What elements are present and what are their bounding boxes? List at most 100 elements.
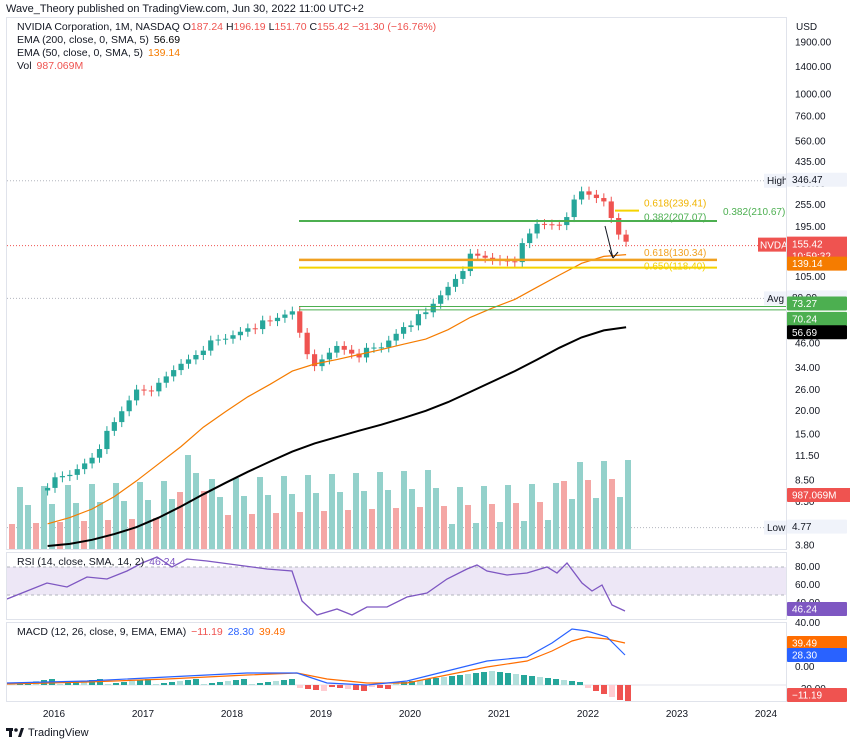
price-axis[interactable]: 1900.00 1400.00 1000.00 760.00 560.00 435.00 3… xyxy=(787,17,850,702)
candle-body xyxy=(423,312,429,315)
volume-bar xyxy=(241,496,247,549)
volume-bar xyxy=(113,483,119,549)
nvda-symbol-tag: NVDA xyxy=(760,241,786,252)
price-tick-label: 3.80 xyxy=(795,541,815,552)
candle-body xyxy=(126,400,132,412)
macd-histogram-bar xyxy=(137,680,143,685)
high-label: High xyxy=(767,176,786,187)
volume-bar xyxy=(17,487,23,549)
macd-histogram-bar xyxy=(409,681,415,685)
volume-bar xyxy=(577,462,583,549)
ema50-price-tag: 139.14 xyxy=(792,259,823,270)
volume-bar xyxy=(385,490,391,549)
macd-histogram-bar xyxy=(609,685,615,697)
candle-body xyxy=(119,411,125,423)
volume-bar xyxy=(617,497,623,549)
macd-histogram-bar xyxy=(465,674,471,685)
rsi-panel[interactable]: RSI (14, close, SMA, 14, 2) 46.24 xyxy=(6,552,787,620)
macd-histogram-bar xyxy=(209,683,215,685)
candle-body xyxy=(326,352,333,360)
volume-bar xyxy=(25,505,31,549)
volume-bar xyxy=(121,501,127,549)
fib-b-tag: 70.24 xyxy=(792,314,817,325)
volume-bar xyxy=(209,479,215,549)
price-tick-label: 105.00 xyxy=(795,272,826,283)
candle-body xyxy=(341,345,347,350)
macd-panel[interactable]: MACD (12, 26, close, 9, EMA, EMA) −11.19… xyxy=(6,622,787,702)
volume-bar xyxy=(561,481,567,549)
volume-bar xyxy=(73,503,79,549)
price-tick-label: 46.00 xyxy=(795,339,820,350)
candle-body xyxy=(349,349,355,354)
candle-body xyxy=(519,243,525,263)
volume-bar xyxy=(409,489,415,549)
volume-bar xyxy=(377,472,383,549)
macd-histogram-bar xyxy=(545,678,551,685)
candle-body xyxy=(297,311,303,333)
volume-bar xyxy=(297,512,303,549)
candle-body xyxy=(52,477,58,488)
macd-label: MACD (12, 26, close, 9, EMA, EMA) xyxy=(17,626,187,638)
ema200-price-tag-bg xyxy=(787,325,847,340)
volume-bar xyxy=(49,504,55,549)
macd-histogram-bar xyxy=(577,682,583,685)
price-tick-label: 8.50 xyxy=(795,475,815,486)
legend-ema50: EMA (50, close, 0, SMA, 5) 139.14 xyxy=(17,47,180,59)
fib-label-618-top: 0.618(239.41) xyxy=(644,199,706,210)
volume-bar xyxy=(281,476,287,549)
avg-label-bg xyxy=(764,291,786,306)
volume-bar xyxy=(321,511,327,549)
candle-body xyxy=(89,457,95,464)
ema50-price-tag-bg xyxy=(787,256,847,271)
fib-label-618-low: 0.618(130.34) xyxy=(644,248,706,259)
candle-body xyxy=(556,224,562,226)
price-chart-canvas: 0.618(239.41) 0.382(207.07) 0.382(210.67) 0… xyxy=(7,173,786,549)
time-tick-label: 2022 xyxy=(577,709,600,720)
volume-bar xyxy=(449,524,455,549)
macd-histogram-bar xyxy=(497,672,503,685)
macd-histogram-bar xyxy=(305,685,311,689)
candle-body xyxy=(408,325,414,328)
volume-bar xyxy=(337,492,343,549)
candle-body xyxy=(260,320,266,330)
macd-histogram-bar xyxy=(57,684,63,685)
ohlc-h: H196.19 xyxy=(223,21,266,33)
price-tick-label: 1400.00 xyxy=(795,62,832,73)
time-tick-label: 2016 xyxy=(43,709,66,720)
macd-histogram-bar xyxy=(169,682,175,685)
macd-histogram-bar xyxy=(129,681,135,685)
candle-body xyxy=(534,223,540,234)
macd-histogram-bar xyxy=(449,676,455,685)
candle-body xyxy=(59,476,66,478)
tradingview-logo[interactable]: TradingView xyxy=(6,727,89,739)
candle-body xyxy=(593,194,600,199)
macd-histogram-bar xyxy=(617,685,623,700)
time-axis[interactable]: 2016 2017 2018 2019 2020 2021 2022 2023 2024 xyxy=(6,702,787,724)
volume-bar xyxy=(369,509,375,549)
volume-bar xyxy=(329,474,335,549)
candle-body xyxy=(208,340,214,351)
price-tick-label: 26.00 xyxy=(795,385,820,396)
macd-signal-value: 39.49 xyxy=(258,626,286,638)
arrow-annotation xyxy=(604,225,619,259)
ema50-line xyxy=(47,254,627,525)
volume-bar xyxy=(601,461,607,549)
candle-body xyxy=(386,340,392,348)
volume-bar xyxy=(137,482,143,549)
price-tick-label: 760.00 xyxy=(795,112,826,123)
macd-histogram-bar xyxy=(553,679,559,685)
macd-histogram-bar xyxy=(489,671,495,685)
macd-canvas xyxy=(7,628,786,701)
macd-histogram-bar xyxy=(585,685,591,688)
price-tick-label: 15.00 xyxy=(795,429,820,440)
main-price-panel[interactable]: 0.618(239.41) 0.382(207.07) 0.382(210.67) 0… xyxy=(6,17,787,550)
candle-body xyxy=(460,271,466,279)
macd-histogram-bar xyxy=(537,677,543,685)
high-value: 346.47 xyxy=(792,175,823,186)
fib-label-650: 0.650(118.40) xyxy=(644,262,706,273)
time-tick-label: 2024 xyxy=(755,709,778,720)
macd-histogram-bar xyxy=(521,675,527,685)
price-tick-label: 11.50 xyxy=(795,451,820,462)
macd-histogram-bar xyxy=(625,685,631,701)
time-tick-label: 2021 xyxy=(488,709,511,720)
